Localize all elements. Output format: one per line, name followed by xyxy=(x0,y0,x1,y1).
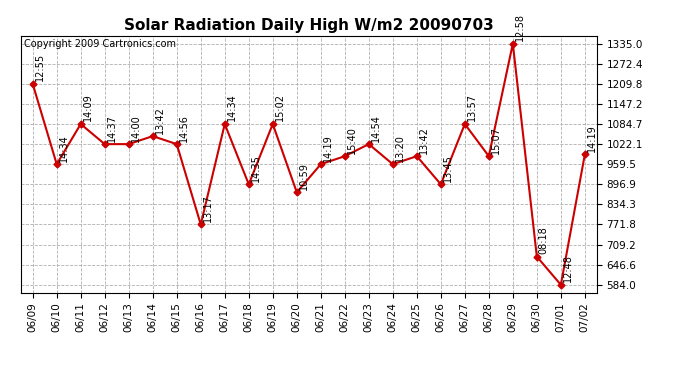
Text: 15:02: 15:02 xyxy=(275,93,285,122)
Text: 14:54: 14:54 xyxy=(371,114,381,141)
Text: 14:34: 14:34 xyxy=(227,94,237,122)
Text: 12:58: 12:58 xyxy=(515,13,525,41)
Text: 15:40: 15:40 xyxy=(346,126,357,154)
Text: 13:17: 13:17 xyxy=(203,194,213,222)
Text: 15:07: 15:07 xyxy=(491,126,501,154)
Text: 13:57: 13:57 xyxy=(466,93,477,122)
Title: Solar Radiation Daily High W/m2 20090703: Solar Radiation Daily High W/m2 20090703 xyxy=(124,18,493,33)
Text: 14:00: 14:00 xyxy=(130,114,141,141)
Text: 13:45: 13:45 xyxy=(443,154,453,182)
Text: 10:59: 10:59 xyxy=(299,162,308,190)
Text: 08:18: 08:18 xyxy=(539,226,549,254)
Text: 13:42: 13:42 xyxy=(155,106,165,134)
Text: 14:56: 14:56 xyxy=(179,114,188,141)
Text: Copyright 2009 Cartronics.com: Copyright 2009 Cartronics.com xyxy=(23,39,175,50)
Text: 12:55: 12:55 xyxy=(34,53,45,81)
Text: 12:48: 12:48 xyxy=(563,254,573,282)
Text: 14:37: 14:37 xyxy=(107,114,117,141)
Text: 13:42: 13:42 xyxy=(419,126,428,154)
Text: 14:09: 14:09 xyxy=(83,94,92,122)
Text: 13:20: 13:20 xyxy=(395,134,405,162)
Text: 14:19: 14:19 xyxy=(586,124,597,152)
Text: 14:35: 14:35 xyxy=(250,154,261,182)
Text: 14:34: 14:34 xyxy=(59,134,68,162)
Text: 14:19: 14:19 xyxy=(323,134,333,162)
